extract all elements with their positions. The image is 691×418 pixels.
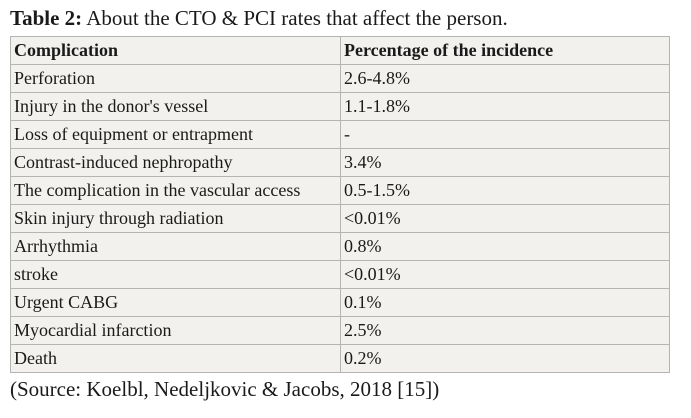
table-row: Skin injury through radiation <0.01%: [10, 204, 670, 233]
complication-cell: Arrhythmia: [10, 232, 341, 261]
caption-label: Table 2:: [10, 6, 83, 30]
caption-text: About the CTO & PCI rates that affect th…: [82, 6, 508, 30]
percentage-cell: 2.6-4.8%: [340, 64, 670, 93]
percentage-cell: 3.4%: [340, 148, 670, 177]
complication-cell: The complication in the vascular access: [10, 176, 341, 205]
complication-cell: stroke: [10, 260, 341, 289]
percentage-cell: 1.1-1.8%: [340, 92, 670, 121]
complication-cell: Perforation: [10, 64, 341, 93]
table-row: Myocardial infarction 2.5%: [10, 316, 670, 345]
table-row: Perforation 2.6-4.8%: [10, 64, 670, 93]
percentage-cell: 0.1%: [340, 288, 670, 317]
table-row: Injury in the donor's vessel 1.1-1.8%: [10, 92, 670, 121]
percentage-cell: <0.01%: [340, 260, 670, 289]
table-row: The complication in the vascular access …: [10, 176, 670, 205]
complication-cell: Loss of equipment or entrapment: [10, 120, 341, 149]
header-percentage: Percentage of the incidence: [340, 36, 670, 65]
table-header-row: Complication Percentage of the incidence: [10, 36, 670, 65]
percentage-cell: -: [340, 120, 670, 149]
table-row: Arrhythmia 0.8%: [10, 232, 670, 261]
table-row: Urgent CABG 0.1%: [10, 288, 670, 317]
complication-cell: Death: [10, 344, 341, 373]
table-row: stroke <0.01%: [10, 260, 670, 289]
source-citation: (Source: Koelbl, Nedeljkovic & Jacobs, 2…: [10, 377, 440, 401]
complication-cell: Injury in the donor's vessel: [10, 92, 341, 121]
complication-cell: Urgent CABG: [10, 288, 341, 317]
complication-cell: Myocardial infarction: [10, 316, 341, 345]
percentage-cell: 0.8%: [340, 232, 670, 261]
table-caption: Table 2: About the CTO & PCI rates that …: [10, 4, 508, 32]
table-row: Contrast-induced nephropathy 3.4%: [10, 148, 670, 177]
percentage-cell: 0.2%: [340, 344, 670, 373]
percentage-cell: 0.5-1.5%: [340, 176, 670, 205]
table-row: Loss of equipment or entrapment -: [10, 120, 670, 149]
complication-cell: Skin injury through radiation: [10, 204, 341, 233]
complications-table: Complication Percentage of the incidence…: [10, 36, 670, 373]
percentage-cell: 2.5%: [340, 316, 670, 345]
complication-cell: Contrast-induced nephropathy: [10, 148, 341, 177]
percentage-cell: <0.01%: [340, 204, 670, 233]
header-complication: Complication: [10, 36, 341, 65]
table-row: Death 0.2%: [10, 344, 670, 373]
